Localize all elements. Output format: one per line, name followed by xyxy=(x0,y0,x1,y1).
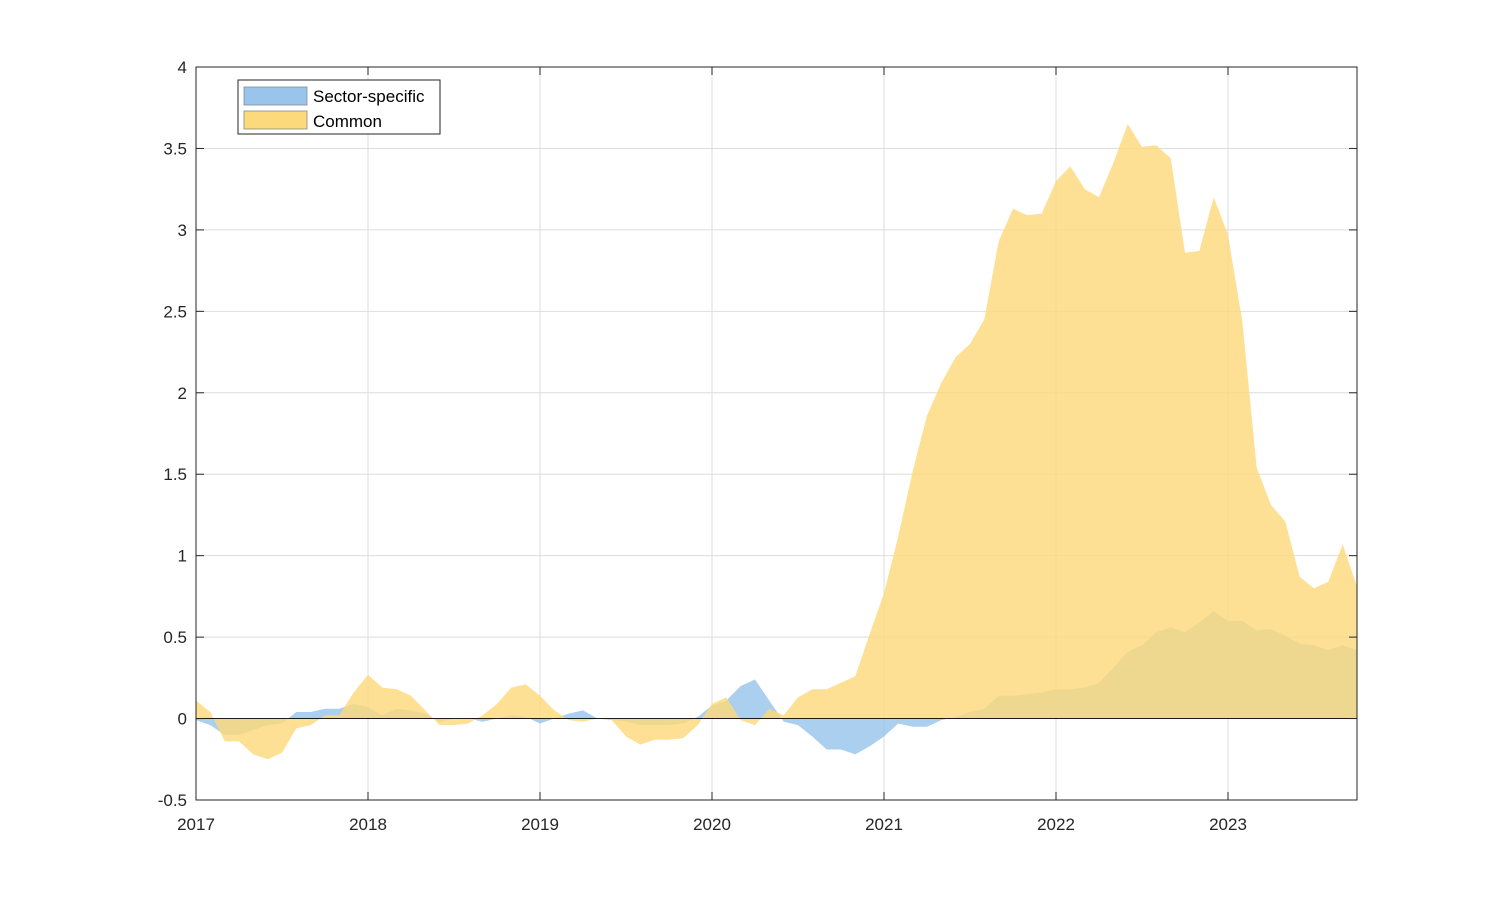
legend-label-common: Common xyxy=(313,112,382,131)
y-tick-label: 1 xyxy=(178,547,187,566)
x-tick-label: 2023 xyxy=(1209,815,1247,834)
legend-swatch-sector-specific xyxy=(243,86,308,106)
y-tick-label: -0.5 xyxy=(158,791,187,810)
y-tick-label: 3.5 xyxy=(163,139,187,158)
y-tick-label: 2 xyxy=(178,384,187,403)
x-tick-label: 2018 xyxy=(349,815,387,834)
axes xyxy=(195,66,1358,801)
x-tick-label: 2021 xyxy=(865,815,903,834)
area-common xyxy=(196,124,1357,760)
legend-label-sector-specific: Sector-specific xyxy=(313,87,425,106)
y-tick-label: 3 xyxy=(178,221,187,240)
y-tick-label: 0.5 xyxy=(163,628,187,647)
x-tick-label: 2022 xyxy=(1037,815,1075,834)
legend-swatch-common xyxy=(243,110,308,130)
tick-labels: 2017 2018 2019 2020 2021 2022 2023 -0.5 0 0.5 1 1.5… xyxy=(158,58,1247,834)
x-tick-label: 2017 xyxy=(177,815,215,834)
y-tick-label: 2.5 xyxy=(163,302,187,321)
y-tick-label: 0 xyxy=(178,710,187,729)
x-tick-label: 2020 xyxy=(693,815,731,834)
x-tick-label: 2019 xyxy=(521,815,559,834)
axes-box xyxy=(195,66,1358,801)
y-tick-label: 4 xyxy=(178,58,187,77)
y-tick-label: 1.5 xyxy=(163,465,187,484)
legend: Sector-specific Common xyxy=(237,79,441,135)
